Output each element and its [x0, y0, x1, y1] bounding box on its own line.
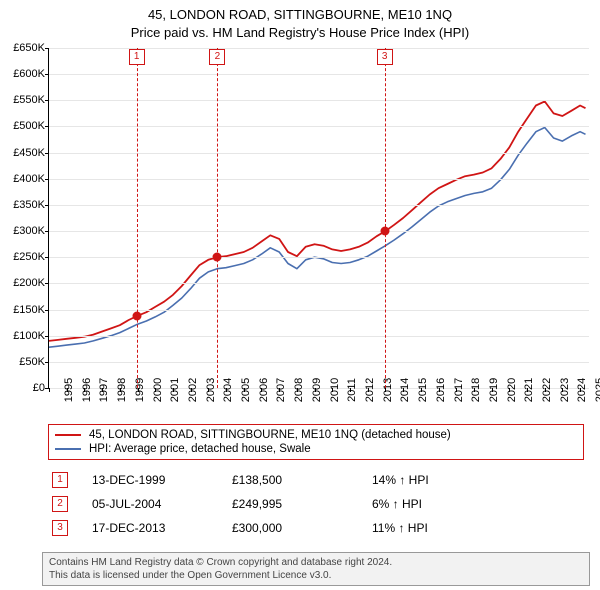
y-axis-label: £200K: [13, 277, 45, 289]
chart-container: 45, LONDON ROAD, SITTINGBOURNE, ME10 1NQ…: [0, 0, 600, 590]
gridline-h: [49, 74, 589, 75]
footer-line2: This data is licensed under the Open Gov…: [49, 569, 583, 582]
chart-plot-area: £0£50K£100K£150K£200K£250K£300K£350K£400…: [48, 48, 589, 389]
event-marker-line: [137, 48, 138, 388]
series-line: [49, 128, 586, 348]
y-axis-label: £400K: [13, 173, 45, 185]
sale-date: 05-JUL-2004: [92, 497, 232, 511]
series-line: [49, 101, 586, 341]
y-axis-label: £650K: [13, 42, 45, 54]
sale-hpi-delta: 6% ↑ HPI: [372, 497, 512, 511]
gridline-h: [49, 310, 589, 311]
event-marker-line: [385, 48, 386, 388]
sale-price: £138,500: [232, 473, 372, 487]
sale-hpi-delta: 14% ↑ HPI: [372, 473, 512, 487]
gridline-h: [49, 283, 589, 284]
y-axis-label: £250K: [13, 251, 45, 263]
gridline-h: [49, 362, 589, 363]
gridline-h: [49, 100, 589, 101]
event-marker-badge: 3: [377, 49, 393, 65]
footer-attribution: Contains HM Land Registry data © Crown c…: [42, 552, 590, 586]
sale-row: 2 05-JUL-2004£249,9956% ↑ HPI: [48, 492, 584, 516]
sale-date: 13-DEC-1999: [92, 473, 232, 487]
gridline-h: [49, 179, 589, 180]
legend: 45, LONDON ROAD, SITTINGBOURNE, ME10 1NQ…: [48, 424, 584, 460]
legend-item: 45, LONDON ROAD, SITTINGBOURNE, ME10 1NQ…: [55, 428, 577, 442]
sale-row: 1 13-DEC-1999£138,50014% ↑ HPI: [48, 468, 584, 492]
legend-swatch: [55, 448, 81, 450]
sale-hpi-delta: 11% ↑ HPI: [372, 521, 512, 535]
y-axis-label: £0: [33, 382, 45, 394]
sale-point-marker: [380, 227, 389, 236]
gridline-h: [49, 205, 589, 206]
legend-swatch: [55, 434, 81, 436]
sale-row-badge: 3: [52, 520, 68, 536]
sale-price: £300,000: [232, 521, 372, 535]
title-block: 45, LONDON ROAD, SITTINGBOURNE, ME10 1NQ…: [0, 0, 600, 41]
gridline-h: [49, 336, 589, 337]
y-axis-label: £450K: [13, 147, 45, 159]
y-axis-label: £300K: [13, 225, 45, 237]
chart-svg: [49, 48, 589, 388]
legend-item: HPI: Average price, detached house, Swal…: [55, 442, 577, 456]
y-axis-label: £50K: [19, 356, 45, 368]
event-marker-line: [217, 48, 218, 388]
y-axis-label: £150K: [13, 304, 45, 316]
y-axis-label: £500K: [13, 120, 45, 132]
event-marker-badge: 2: [209, 49, 225, 65]
gridline-h: [49, 153, 589, 154]
title-subtitle: Price paid vs. HM Land Registry's House …: [0, 24, 600, 42]
footer-line1: Contains HM Land Registry data © Crown c…: [49, 556, 583, 569]
sale-row-badge: 1: [52, 472, 68, 488]
sale-date: 17-DEC-2013: [92, 521, 232, 535]
gridline-h: [49, 257, 589, 258]
gridline-h: [49, 231, 589, 232]
legend-label: 45, LONDON ROAD, SITTINGBOURNE, ME10 1NQ…: [89, 429, 451, 441]
event-marker-badge: 1: [129, 49, 145, 65]
gridline-h: [49, 126, 589, 127]
sale-point-marker: [132, 311, 141, 320]
sales-table: 1 13-DEC-1999£138,50014% ↑ HPI 2 05-JUL-200…: [48, 468, 584, 540]
title-address: 45, LONDON ROAD, SITTINGBOURNE, ME10 1NQ: [0, 6, 600, 24]
y-axis-label: £600K: [13, 68, 45, 80]
legend-label: HPI: Average price, detached house, Swal…: [89, 443, 311, 455]
y-axis-label: £550K: [13, 94, 45, 106]
sale-row: 3 17-DEC-2013£300,00011% ↑ HPI: [48, 516, 584, 540]
y-axis-label: £350K: [13, 199, 45, 211]
sale-price: £249,995: [232, 497, 372, 511]
y-axis-label: £100K: [13, 330, 45, 342]
x-axis-label: 2025: [580, 378, 600, 402]
sale-point-marker: [213, 253, 222, 262]
sale-row-badge: 2: [52, 496, 68, 512]
